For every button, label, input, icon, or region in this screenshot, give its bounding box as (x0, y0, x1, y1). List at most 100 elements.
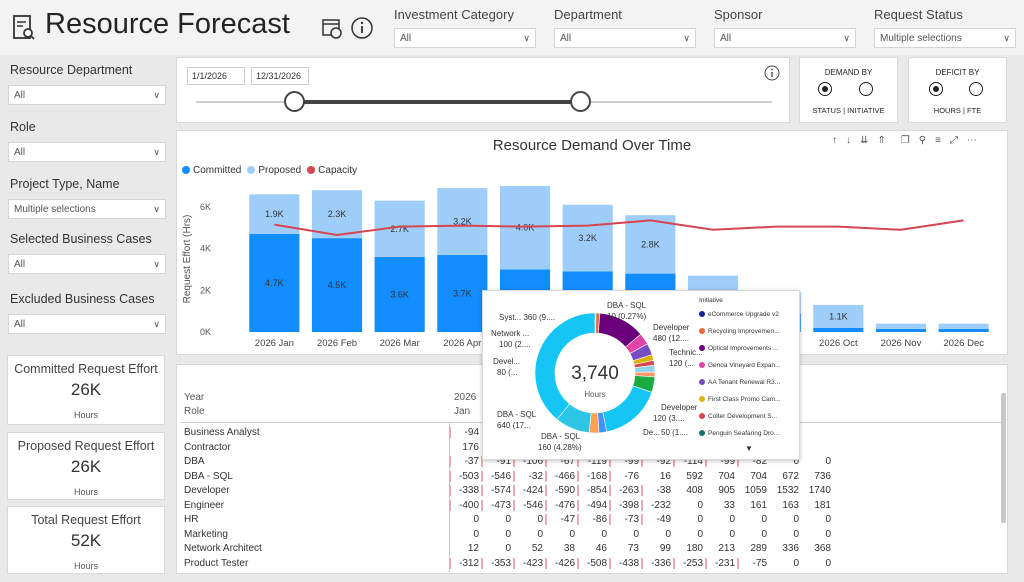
tooltip-legend-item[interactable]: First Class Promo Cam... (699, 396, 781, 403)
bar-proposed[interactable] (311, 190, 363, 239)
tooltip-legend-item[interactable]: AA Tenant Renewal R3... (699, 379, 780, 386)
tooltip-legend-item[interactable]: Colter Development S... (699, 413, 777, 420)
selected-business-cases-dropdown[interactable]: All ∨ (8, 254, 166, 274)
role-dropdown[interactable]: All ∨ (8, 142, 166, 162)
table-cell: -503 (449, 470, 479, 482)
table-cell: 0 (697, 499, 703, 511)
filter-icon[interactable]: ≡ (935, 135, 941, 146)
double-arrow-down-icon[interactable]: ⇊ (860, 135, 869, 146)
legend-dot (699, 379, 705, 385)
tooltip-legend-item[interactable]: Optical Improvements ... (699, 345, 778, 352)
donut-center-value: 3,740 (571, 363, 619, 384)
fte-radio[interactable] (969, 82, 983, 96)
request-status-dropdown[interactable]: Multiple selections ∨ (874, 28, 1016, 48)
donut-label: 50 (1.... (661, 428, 689, 437)
focus-mode-icon[interactable]: ⤢ (949, 135, 958, 146)
table-row-label[interactable]: DBA (184, 456, 205, 467)
bar-committed[interactable] (249, 233, 300, 332)
sponsor-dropdown[interactable]: All ∨ (714, 28, 856, 48)
x-tick-label: 2026 Nov (881, 338, 922, 349)
status-radio[interactable] (818, 82, 832, 96)
legend-capacity[interactable]: Capacity (307, 165, 357, 176)
arrow-down-icon[interactable]: ↓ (846, 135, 851, 146)
tooltip-legend-item[interactable]: eCommerce Upgrade v2 (699, 311, 779, 318)
table-cell: 33 (723, 499, 735, 511)
copy-icon[interactable]: ❐ (900, 135, 910, 146)
bar-committed[interactable] (938, 328, 989, 332)
chart-title: Resource Demand Over Time (492, 137, 692, 154)
bar-proposed[interactable] (437, 188, 488, 255)
bar-proposed[interactable] (813, 304, 864, 328)
bar-committed[interactable] (813, 327, 864, 332)
y-tick-label: 6K (200, 202, 211, 212)
tooltip-legend-item[interactable]: Genoa Vineyard Expan... (699, 362, 781, 369)
kpi-title: Proposed Request Effort (17, 439, 155, 453)
table-cell: 16 (659, 470, 671, 482)
bar-proposed[interactable] (875, 323, 927, 329)
slider-start-handle[interactable] (284, 91, 305, 112)
bar-proposed[interactable] (938, 323, 989, 329)
pin-icon[interactable]: ⚲ (918, 135, 927, 146)
info-icon[interactable] (350, 16, 374, 40)
donut-slice[interactable] (534, 312, 596, 420)
bar-proposed[interactable] (499, 186, 551, 270)
donut-label: Syst... 360 (9.... (499, 313, 556, 322)
table-cell: 736 (814, 470, 831, 482)
table-cell: 0 (537, 528, 543, 540)
bar-committed[interactable] (875, 328, 927, 332)
end-date-input[interactable]: 12/31/2026 (251, 67, 309, 85)
tooltip-legend-item[interactable]: Recycling Improvemen... (699, 328, 780, 335)
table-row-label[interactable]: Developer (184, 485, 230, 496)
table-row-label[interactable]: Engineer (184, 499, 225, 511)
table-cell: -99 (609, 456, 639, 467)
bar-data-label: 2.8K (641, 239, 660, 249)
total-effort-card: Total Request Effort 52K Hours (7, 506, 165, 574)
table-row-label[interactable]: Network Architect (184, 543, 262, 554)
table-cell: 0 (825, 456, 831, 467)
bar-committed[interactable] (437, 254, 488, 332)
tooltip-legend-title: Initiative (699, 297, 723, 304)
legend-scroll-down-icon[interactable]: ▼ (745, 444, 753, 453)
capacity-line[interactable] (274, 219, 964, 237)
bar-data-label: 2.7K (390, 224, 409, 234)
table-cell: 0 (505, 528, 511, 540)
arrow-up-icon[interactable]: ↑ (832, 135, 837, 146)
info-icon[interactable] (764, 65, 780, 81)
hours-radio[interactable] (929, 82, 943, 96)
more-options-icon[interactable]: ⋯ (966, 135, 977, 146)
table-cell: -426 (545, 557, 575, 569)
initiative-radio[interactable] (859, 82, 873, 96)
bar-data-label: 3.2K (453, 216, 472, 226)
scrollbar[interactable] (1001, 393, 1006, 523)
bar-committed[interactable] (311, 238, 363, 332)
resource-department-dropdown[interactable]: All ∨ (8, 85, 166, 105)
bar-proposed[interactable] (625, 215, 676, 274)
department-dropdown[interactable]: All ∨ (554, 28, 696, 48)
bar-proposed[interactable] (562, 204, 613, 272)
calendar-refresh-icon[interactable] (320, 16, 344, 40)
table-row-label[interactable]: Product Tester (184, 557, 249, 569)
legend-committed[interactable]: Committed (182, 165, 241, 176)
excluded-business-cases-dropdown[interactable]: All ∨ (8, 314, 166, 334)
table-cell: -494 (577, 499, 607, 511)
table-cell: 1059 (744, 485, 767, 496)
bar-committed[interactable] (374, 256, 425, 332)
tooltip-legend-item[interactable]: Penguin Seafaring Dro... (699, 430, 779, 437)
table-cell: 0 (825, 528, 831, 540)
table-cell: -400 (449, 499, 479, 511)
investment-category-dropdown[interactable]: All ∨ (394, 28, 536, 48)
start-date-input[interactable]: 1/1/2026 (187, 67, 245, 85)
table-cell: 161 (750, 499, 767, 511)
table-cell: -106 (513, 456, 543, 467)
table-row-label[interactable]: Contractor (184, 441, 231, 453)
kpi-title: Total Request Effort (31, 513, 141, 527)
legend-proposed[interactable]: Proposed (247, 165, 301, 176)
project-type-dropdown[interactable]: Multiple selections ∨ (8, 199, 166, 219)
slider-end-handle[interactable] (570, 91, 591, 112)
table-row-label[interactable]: DBA - SQL (184, 470, 233, 482)
table-row-label[interactable]: Business Analyst (184, 427, 260, 438)
expand-hierarchy-icon[interactable]: ⇑ (877, 135, 886, 146)
table-row-label[interactable]: Marketing (184, 528, 228, 540)
y-axis-title: Request Effort (Hrs) (182, 215, 193, 304)
table-row-label[interactable]: HR (184, 514, 199, 525)
